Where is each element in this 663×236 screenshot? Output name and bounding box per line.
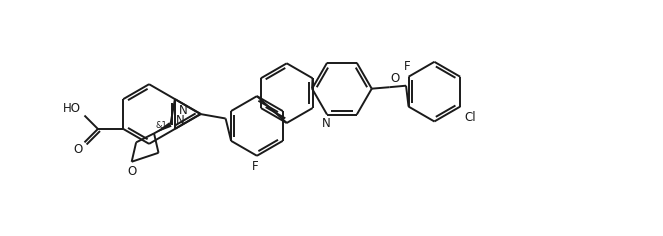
Text: N: N [176,114,185,127]
Text: O: O [127,165,137,178]
Polygon shape [154,122,172,133]
Text: &1: &1 [155,122,167,131]
Text: Cl: Cl [464,110,476,123]
Text: N: N [322,118,330,131]
Text: HO: HO [62,101,80,114]
Text: F: F [252,160,259,173]
Text: N: N [179,104,188,117]
Text: O: O [73,143,82,156]
Text: F: F [404,60,411,73]
Text: O: O [391,72,400,85]
